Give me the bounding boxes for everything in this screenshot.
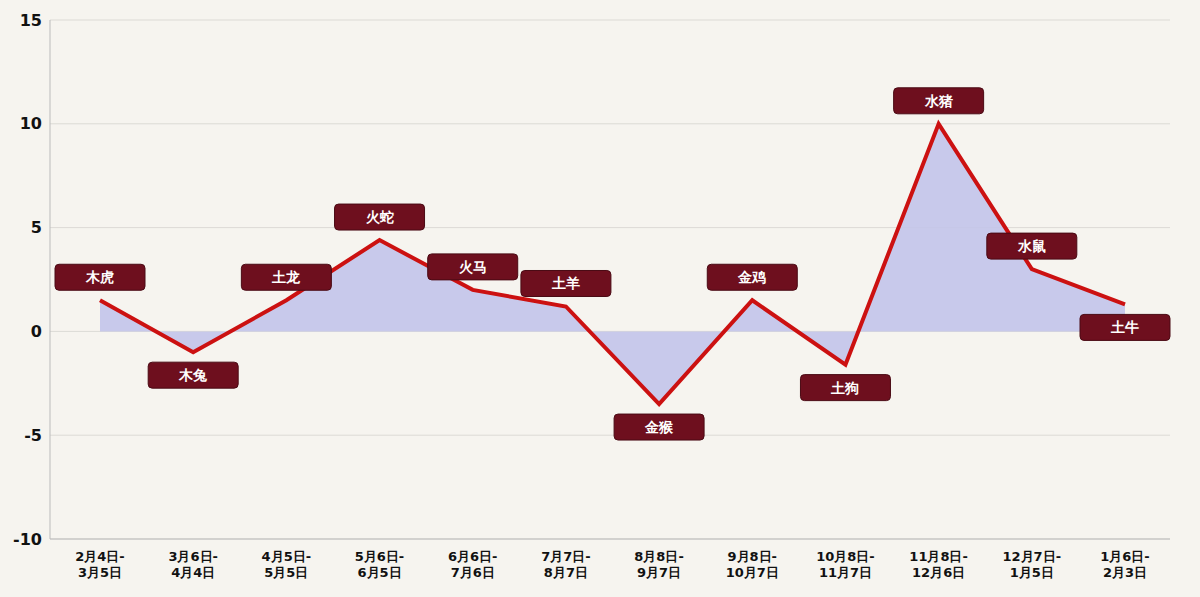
svg-text:12月7日-1月5日: 12月7日-1月5日 — [1003, 549, 1062, 580]
svg-text:木兔: 木兔 — [178, 367, 208, 383]
svg-text:水鼠: 水鼠 — [1017, 238, 1046, 254]
svg-text:金猴: 金猴 — [644, 419, 674, 435]
svg-text:木虎: 木虎 — [85, 269, 114, 285]
svg-text:土羊: 土羊 — [551, 275, 580, 291]
svg-text:金鸡: 金鸡 — [737, 269, 766, 285]
svg-text:土狗: 土狗 — [830, 380, 859, 396]
svg-text:5月6日-6月5日: 5月6日-6月5日 — [355, 549, 405, 580]
svg-text:7月7日-8月7日: 7月7日-8月7日 — [541, 549, 591, 580]
svg-text:-10: -10 — [13, 530, 42, 549]
svg-text:11月8日-12月6日: 11月8日-12月6日 — [909, 549, 968, 580]
svg-text:5: 5 — [31, 218, 42, 237]
svg-text:0: 0 — [31, 322, 42, 341]
svg-text:3月6日-4月4日: 3月6日-4月4日 — [168, 549, 218, 580]
svg-text:火蛇: 火蛇 — [366, 209, 394, 225]
svg-text:1月6日-2月3日: 1月6日-2月3日 — [1100, 549, 1150, 580]
svg-text:-5: -5 — [24, 426, 42, 445]
svg-text:土牛: 土牛 — [1110, 319, 1139, 335]
svg-text:4月5日-5月5日: 4月5日-5月5日 — [262, 549, 312, 580]
svg-text:6月6日-7月6日: 6月6日-7月6日 — [448, 549, 498, 580]
svg-text:2月4日-3月5日: 2月4日-3月5日 — [75, 549, 125, 580]
svg-text:8月8日-9月7日: 8月8日-9月7日 — [634, 549, 684, 580]
svg-text:10月8日-11月7日: 10月8日-11月7日 — [816, 549, 875, 580]
svg-text:火马: 火马 — [459, 259, 487, 275]
svg-text:15: 15 — [20, 11, 42, 30]
svg-text:土龙: 土龙 — [271, 269, 301, 285]
svg-text:10: 10 — [20, 114, 42, 133]
svg-text:水猪: 水猪 — [924, 93, 953, 109]
svg-text:9月8日-10月7日: 9月8日-10月7日 — [726, 549, 779, 580]
